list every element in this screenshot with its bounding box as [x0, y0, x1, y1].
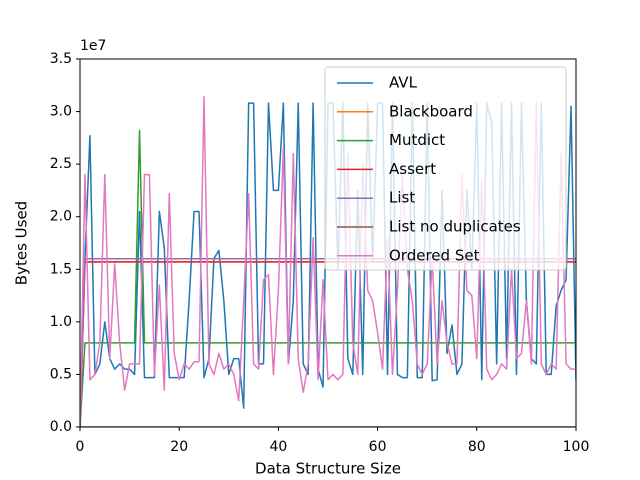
y-axis-label: Bytes Used — [13, 201, 31, 285]
legend-box — [324, 66, 567, 271]
legend-label: List no duplicates — [389, 218, 521, 236]
legend-label: Mutdict — [389, 131, 445, 149]
x-tick-label: 40 — [269, 439, 287, 455]
legend-label: AVL — [389, 74, 418, 92]
x-tick-label: 20 — [170, 439, 188, 455]
y-tick-label: 0.5 — [50, 366, 72, 382]
legend-label: Assert — [389, 160, 436, 178]
series-line — [80, 96, 576, 427]
ticks: 0 20 40 60 80 100 0.0 0.5 1.0 1.5 2.0 2.5 3.0 3.5 — [50, 51, 590, 455]
legend-label: Blackboard — [389, 102, 473, 120]
legend-label: Ordered Set — [389, 246, 480, 264]
y-offset-label: 1e7 — [80, 38, 106, 54]
y-tick-label: 2.0 — [50, 209, 72, 225]
x-tick-label: 0 — [76, 439, 85, 455]
legend-label: List — [389, 189, 415, 207]
y-tick-label: 0.0 — [50, 419, 72, 435]
legend: AVL Blackboard Mutdict Assert List List no du… — [324, 66, 567, 271]
y-tick-label: 3.5 — [50, 51, 72, 67]
y-tick-label: 1.5 — [50, 261, 72, 277]
axes-frame — [79, 58, 577, 428]
x-axis-label: Data Structure Size — [255, 460, 401, 478]
y-tick-label: 2.5 — [50, 156, 72, 172]
x-tick-label: 60 — [369, 439, 387, 455]
y-tick-label: 1.0 — [50, 314, 72, 330]
x-tick-label: 80 — [468, 439, 486, 455]
x-tick-label: 100 — [563, 439, 590, 455]
y-tick-label: 3.0 — [50, 104, 72, 120]
